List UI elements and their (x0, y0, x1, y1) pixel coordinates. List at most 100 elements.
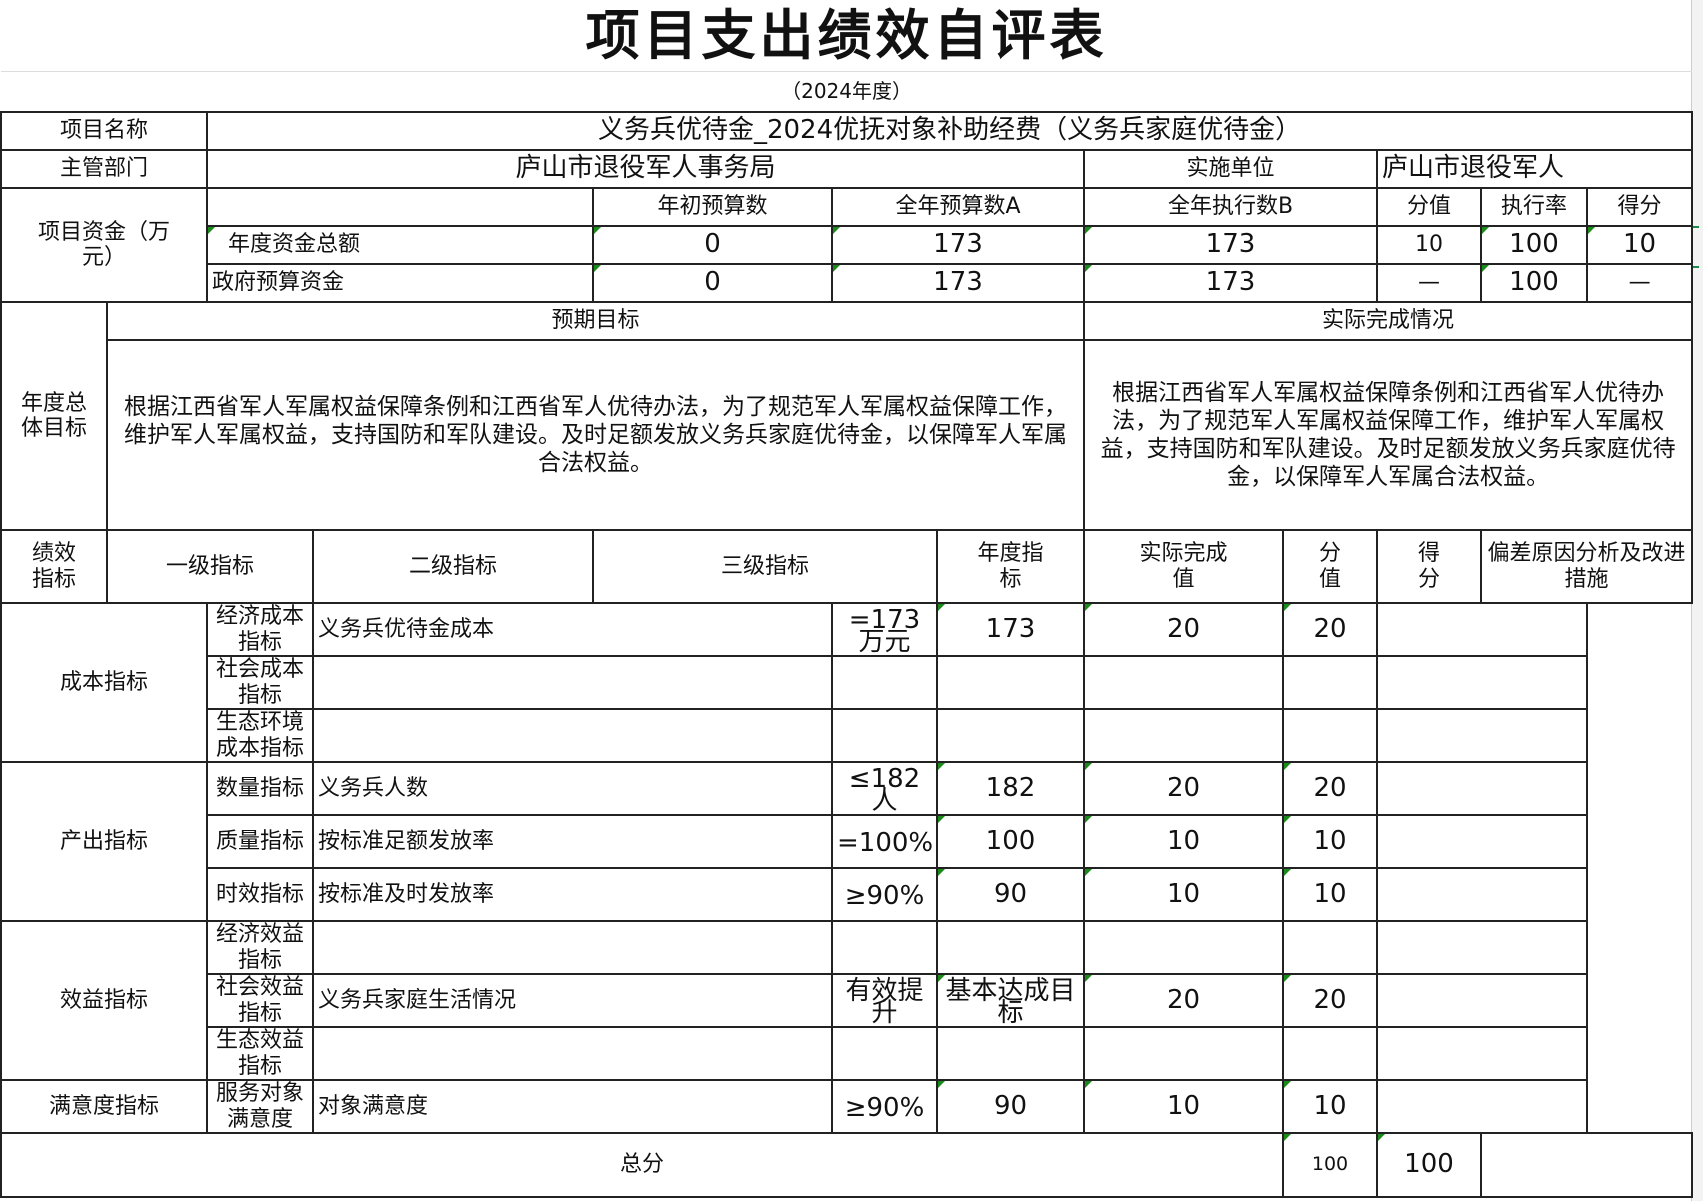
score-value[interactable]: 20 (1083, 973, 1284, 1028)
level3-indicator[interactable] (312, 655, 833, 710)
funds-header: 执行率 (1480, 187, 1588, 227)
score-value[interactable]: 20 (1083, 761, 1284, 816)
level2-indicator: 服务对象满意度 (206, 1079, 314, 1134)
score-got[interactable]: 20 (1282, 973, 1378, 1028)
deviation-analysis[interactable] (1376, 655, 1588, 710)
funds-cell[interactable]: 10 (1376, 225, 1482, 265)
score-value[interactable]: 10 (1083, 814, 1284, 869)
level3-indicator[interactable]: 义务兵家庭生活情况 (312, 973, 833, 1028)
total-remarks[interactable] (1479, 1132, 1694, 1198)
annual-target[interactable]: ≤182人 (831, 761, 938, 816)
level3-indicator[interactable]: 义务兵人数 (312, 761, 833, 816)
total-got[interactable]: 100 (1376, 1132, 1482, 1198)
actual-value[interactable] (936, 1026, 1085, 1081)
level3-indicator[interactable]: 按标准足额发放率 (312, 814, 833, 869)
score-got[interactable] (1282, 655, 1378, 710)
funds-label: 项目资金（万元） (0, 187, 208, 303)
funds-row-name[interactable]: 年度资金总额 (206, 225, 594, 265)
score-got[interactable]: 10 (1282, 867, 1378, 922)
score-value[interactable] (1083, 708, 1284, 763)
total-score[interactable]: 100 (1282, 1132, 1378, 1198)
score-value[interactable] (1083, 1026, 1284, 1081)
deviation-analysis[interactable] (1376, 1026, 1588, 1081)
actual-value[interactable]: 90 (936, 1079, 1085, 1134)
indicator-row: 社会成本指标 (1, 655, 1692, 710)
level3-indicator[interactable]: 按标准及时发放率 (312, 867, 833, 922)
funds-cell[interactable]: — (1585, 263, 1694, 303)
funds-header: 年初预算数 (592, 187, 833, 227)
score-value[interactable]: 20 (1083, 602, 1284, 657)
deviation-analysis[interactable] (1376, 920, 1588, 975)
funds-row: 政府预算资金 0 173 173 — 100 — (1, 263, 1694, 303)
annual-target[interactable]: =100% (831, 814, 938, 869)
level3-indicator[interactable]: 对象满意度 (312, 1079, 833, 1134)
funds-cell[interactable]: 173 (1083, 225, 1378, 265)
funds-cell[interactable]: — (1376, 263, 1482, 303)
indicator-header: 得分 (1376, 529, 1482, 604)
indicator-row: 效益指标 经济效益指标 (0, 920, 1692, 1081)
deviation-analysis[interactable] (1376, 761, 1588, 816)
actual-completion-text[interactable]: 根据江西省军人军属权益保障条例和江西省军人优待办法，为了规范军人军属权益保障工作… (1082, 339, 1694, 531)
level3-indicator[interactable] (312, 1026, 833, 1081)
funds-cell[interactable]: 173 (831, 225, 1085, 265)
score-value[interactable] (1083, 920, 1284, 975)
score-value[interactable]: 10 (1083, 867, 1284, 922)
actual-value[interactable]: 90 (936, 867, 1085, 922)
annual-goal-label: 年度总体目标 (0, 301, 108, 531)
indicator-row: 生态效益指标 (1, 1026, 1692, 1081)
deviation-analysis[interactable] (1376, 867, 1588, 922)
funds-cell[interactable]: 0 (592, 263, 833, 303)
funds-cell[interactable]: 0 (592, 225, 833, 265)
funds-cell[interactable]: 173 (1083, 263, 1378, 303)
indicator-header: 一级指标 (106, 529, 314, 604)
actual-value[interactable] (936, 655, 1085, 710)
deviation-analysis[interactable] (1376, 814, 1588, 869)
actual-value[interactable] (936, 708, 1085, 763)
annual-target[interactable] (831, 708, 938, 763)
funds-cell[interactable]: 173 (831, 263, 1085, 303)
score-got[interactable]: 20 (1282, 602, 1378, 657)
actual-value[interactable] (936, 920, 1085, 975)
deviation-analysis[interactable] (1376, 602, 1588, 657)
funds-cell[interactable]: 100 (1480, 225, 1588, 265)
score-got[interactable]: 20 (1282, 761, 1378, 816)
annual-target[interactable] (831, 920, 938, 975)
score-got[interactable]: 10 (1282, 814, 1378, 869)
actual-value[interactable]: 182 (936, 761, 1085, 816)
level2-indicator: 经济成本指标 (206, 602, 314, 657)
deviation-analysis[interactable] (1376, 708, 1588, 763)
score-got[interactable] (1282, 1026, 1378, 1081)
level3-indicator[interactable] (312, 708, 833, 763)
score-value[interactable]: 10 (1083, 1079, 1284, 1134)
project-name-label: 项目名称 (0, 111, 208, 151)
total-label: 总分 (0, 1132, 1284, 1198)
annual-target[interactable]: =173万元 (831, 602, 938, 657)
project-name-value[interactable]: 义务兵优待金_2024优抚对象补助经费（义务兵家庭优待金） (205, 111, 1694, 151)
dept-label: 主管部门 (0, 149, 208, 189)
score-got[interactable] (1282, 920, 1378, 975)
score-value[interactable] (1083, 655, 1284, 710)
deviation-analysis[interactable] (1376, 973, 1588, 1028)
score-got[interactable]: 10 (1282, 1079, 1378, 1134)
impl-unit-value[interactable]: 庐山市退役军人 (1375, 149, 1694, 189)
annual-target[interactable]: ≥90% (831, 867, 938, 922)
deviation-analysis[interactable] (1376, 1079, 1588, 1134)
annual-target[interactable] (831, 1026, 938, 1081)
dept-value[interactable]: 庐山市退役军人事务局 (206, 149, 1085, 189)
level3-indicator[interactable]: 义务兵优待金成本 (312, 602, 833, 657)
annual-target[interactable]: 有效提升 (831, 973, 938, 1028)
annual-target[interactable]: ≥90% (831, 1079, 938, 1134)
annual-target[interactable] (831, 655, 938, 710)
score-got[interactable] (1282, 708, 1378, 763)
level3-indicator[interactable] (312, 920, 833, 975)
funds-cell[interactable]: 100 (1480, 263, 1588, 303)
actual-value[interactable]: 173 (936, 602, 1085, 657)
indicator-row: 时效指标 按标准及时发放率 ≥90% 90 10 10 (1, 867, 1692, 922)
funds-row-name[interactable]: 政府预算资金 (206, 263, 594, 303)
actual-value[interactable]: 基本达成目标 (936, 973, 1085, 1028)
actual-value[interactable]: 100 (936, 814, 1085, 869)
funds-header: 全年预算数A (831, 187, 1085, 227)
funds-cell[interactable]: 10 (1585, 225, 1694, 265)
expected-goal-text[interactable]: 根据江西省军人军属权益保障条例和江西省军人优待办法，为了规范军人军属权益保障工作… (106, 339, 1085, 531)
